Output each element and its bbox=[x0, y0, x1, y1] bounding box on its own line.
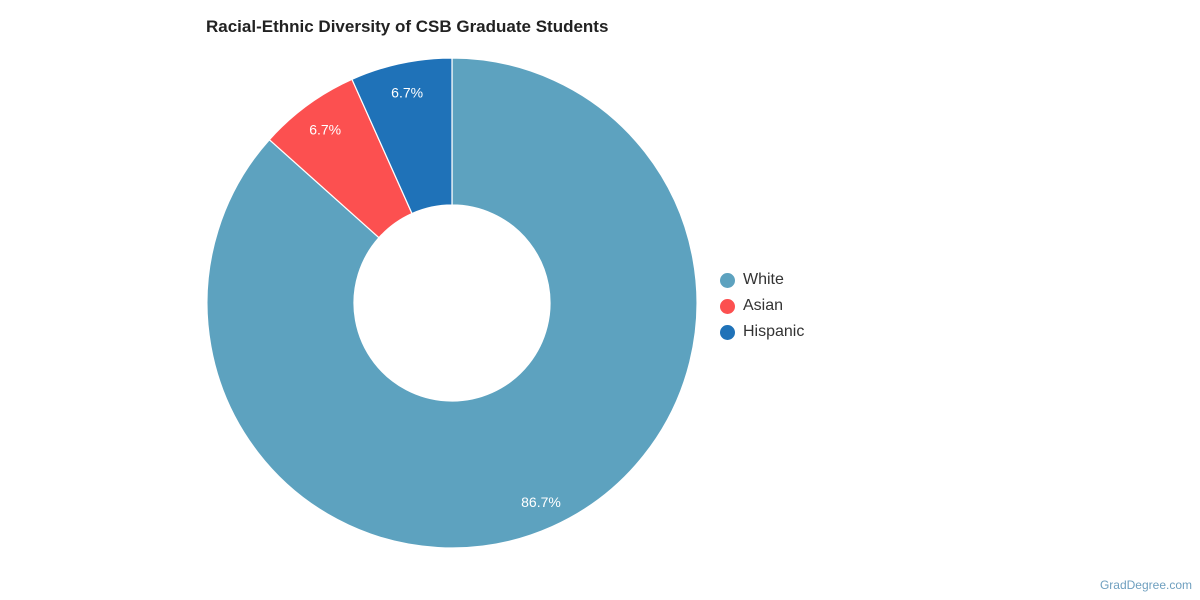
legend-item-asian[interactable]: Asian bbox=[720, 293, 804, 319]
legend-marker-white bbox=[720, 272, 735, 288]
source-credit[interactable]: GradDegree.com bbox=[1099, 578, 1192, 592]
legend-item-hispanic[interactable]: Hispanic bbox=[720, 319, 804, 345]
legend-marker-asian bbox=[720, 298, 735, 314]
legend-label-hispanic: Hispanic bbox=[743, 323, 805, 340]
slice-white[interactable] bbox=[206, 57, 698, 549]
data-label-asian: 6.7% bbox=[309, 121, 341, 137]
chart-title: Racial-Ethnic Diversity of CSB Graduate … bbox=[206, 17, 609, 36]
legend-label-asian: Asian bbox=[743, 297, 784, 314]
data-label-white: 86.7% bbox=[521, 494, 561, 510]
legend-item-white[interactable]: White bbox=[720, 267, 804, 293]
legend: White Asian Hispanic bbox=[720, 267, 804, 345]
data-label-hispanic: 6.7% bbox=[391, 85, 423, 101]
legend-marker-hispanic bbox=[720, 324, 735, 340]
legend-label-white: White bbox=[743, 271, 784, 288]
slice-hispanic[interactable] bbox=[351, 57, 453, 215]
